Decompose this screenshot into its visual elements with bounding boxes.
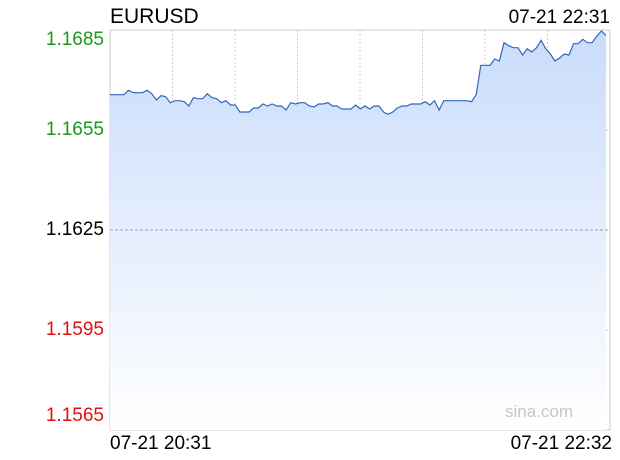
y-tick-label: 1.1565 (45, 405, 104, 426)
price-line (110, 30, 607, 115)
watermark: sina.com (505, 402, 574, 421)
y-tick-label: 1.1595 (45, 319, 104, 340)
y-tick-label: 1.1625 (45, 219, 104, 240)
x-label-start: 07-21 20:31 (110, 433, 212, 454)
y-tick-label: 1.1655 (45, 119, 104, 140)
symbol-title: EURUSD (110, 5, 199, 28)
timestamp: 07-21 22:31 (508, 7, 610, 28)
y-tick-label: 1.1685 (45, 29, 104, 50)
x-label-end: 07-21 22:32 (510, 433, 612, 454)
